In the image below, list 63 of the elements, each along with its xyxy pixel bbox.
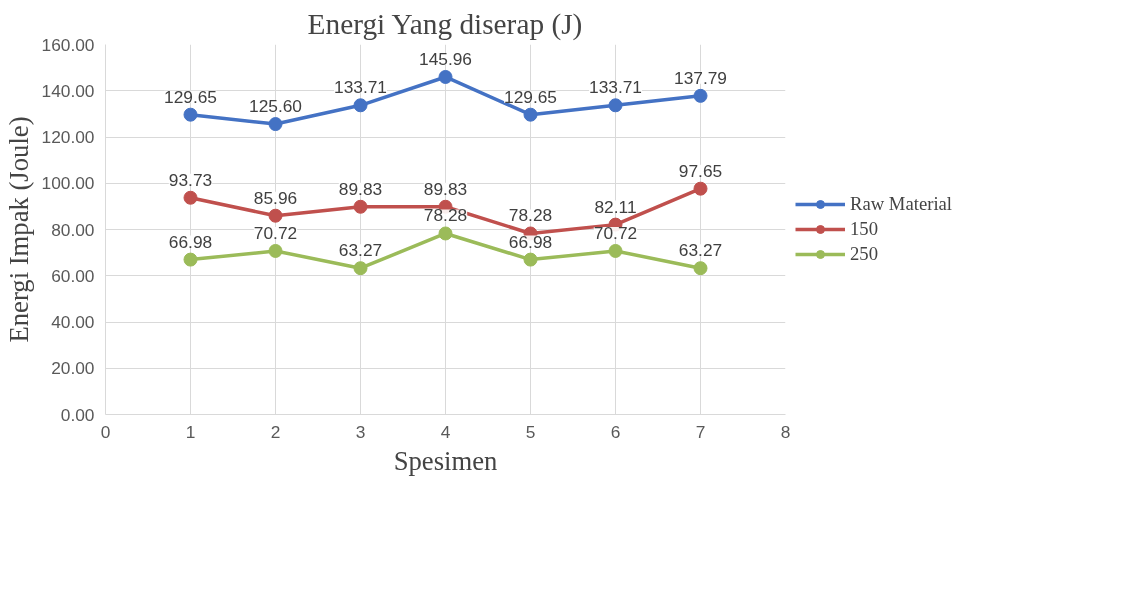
x-tick-label: 6 bbox=[610, 421, 621, 442]
data-label: 145.96 bbox=[419, 48, 472, 69]
point bbox=[183, 252, 198, 267]
point bbox=[693, 181, 708, 196]
data-label: 66.98 bbox=[508, 231, 553, 252]
chart-title: Energi Yang diserap (J) bbox=[307, 7, 583, 41]
y-tick-label: 20.00 bbox=[51, 358, 95, 379]
data-label: 85.96 bbox=[253, 187, 298, 208]
x-tick-label: 7 bbox=[695, 421, 706, 442]
x-tick-label: 1 bbox=[185, 421, 196, 442]
legend-label: 250 bbox=[850, 243, 878, 265]
data-label: 70.72 bbox=[253, 222, 298, 243]
data-label: 125.60 bbox=[249, 96, 302, 117]
point bbox=[353, 261, 368, 276]
point bbox=[268, 208, 283, 223]
x-tick-label: 2 bbox=[270, 421, 281, 442]
point bbox=[268, 243, 283, 258]
data-label: 66.98 bbox=[168, 231, 213, 252]
data-label: 78.28 bbox=[423, 205, 468, 226]
data-label: 93.73 bbox=[168, 169, 213, 190]
point bbox=[523, 252, 538, 267]
point bbox=[608, 98, 623, 113]
point bbox=[353, 98, 368, 113]
y-axis-title: Energi Impak (Joule) bbox=[3, 116, 34, 343]
legend-label: Raw Material bbox=[850, 193, 953, 215]
data-label: 133.71 bbox=[589, 77, 642, 98]
point bbox=[183, 107, 198, 122]
x-tick-label: 3 bbox=[355, 421, 366, 442]
data-label: 137.79 bbox=[674, 67, 727, 88]
data-label: 133.71 bbox=[334, 77, 387, 98]
data-label: 89.83 bbox=[423, 178, 468, 199]
data-label: 82.11 bbox=[594, 196, 637, 217]
data-label: 129.65 bbox=[164, 86, 217, 107]
x-tick-label: 4 bbox=[440, 421, 451, 442]
point bbox=[608, 243, 623, 258]
y-tick-label: 140.00 bbox=[41, 80, 95, 101]
data-label: 63.27 bbox=[678, 240, 723, 261]
y-tick-label: 40.00 bbox=[51, 312, 95, 332]
y-tick-label: 80.00 bbox=[51, 219, 95, 240]
data-label: 97.65 bbox=[678, 160, 723, 181]
point bbox=[693, 88, 708, 103]
y-tick-label: 0.00 bbox=[60, 404, 95, 425]
data-label: 89.83 bbox=[338, 178, 383, 199]
legend-label: 150 bbox=[850, 218, 878, 240]
data-label: 63.27 bbox=[338, 240, 383, 261]
y-tick-label: 160.00 bbox=[41, 34, 95, 55]
y-tick-label: 60.00 bbox=[51, 265, 95, 286]
x-axis-title: Spesimen bbox=[393, 445, 498, 476]
data-label: 78.28 bbox=[508, 205, 553, 226]
point bbox=[523, 107, 538, 122]
x-tick-label: 8 bbox=[780, 421, 791, 442]
data-label: 70.72 bbox=[593, 222, 638, 243]
x-tick-label: 5 bbox=[525, 421, 536, 442]
point bbox=[438, 226, 453, 241]
point bbox=[693, 261, 708, 276]
y-tick-label: 100.00 bbox=[41, 173, 95, 194]
point bbox=[183, 190, 198, 205]
point bbox=[353, 199, 368, 214]
y-tick-label: 120.00 bbox=[41, 127, 95, 147]
data-label: 129.65 bbox=[504, 86, 557, 107]
x-tick-label: 0 bbox=[100, 421, 111, 442]
point bbox=[438, 69, 453, 84]
point bbox=[268, 117, 283, 132]
